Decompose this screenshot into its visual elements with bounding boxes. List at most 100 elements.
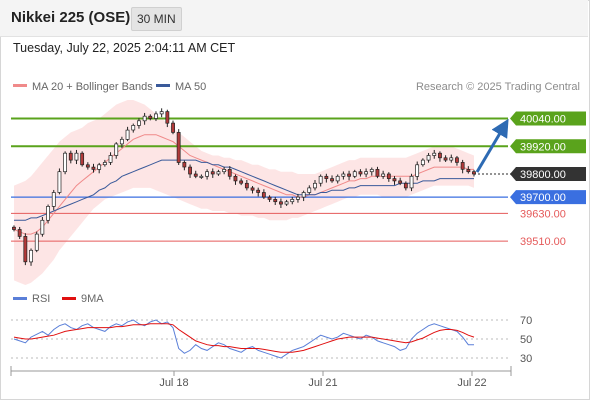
candle <box>256 187 261 197</box>
candle <box>381 170 386 179</box>
candle <box>199 174 204 179</box>
candle <box>108 152 113 165</box>
candle <box>233 174 238 185</box>
candle-body <box>137 120 141 126</box>
candle <box>74 149 79 165</box>
candle-body <box>392 178 397 182</box>
bollinger-band-area <box>14 100 474 285</box>
candle-body <box>108 155 113 163</box>
candle <box>63 151 67 175</box>
x-tick-label: Jul 21 <box>308 377 337 389</box>
candle-body <box>148 115 153 119</box>
candle-body <box>426 155 431 161</box>
timeframe-button[interactable]: 30 MIN <box>131 7 182 31</box>
candle <box>176 129 181 165</box>
candle <box>460 159 465 174</box>
candle-body <box>318 175 323 184</box>
legend-label-ma20: MA 20 + Bollinger Bands <box>32 81 153 93</box>
candle-body <box>455 157 459 163</box>
candle-body <box>267 196 272 200</box>
candle <box>318 174 323 187</box>
legend-swatch-9ma <box>62 297 76 300</box>
legend-label-9ma: 9MA <box>81 293 104 305</box>
candle-body <box>29 249 33 263</box>
candle-body <box>239 180 244 184</box>
level-text: 39630.00 <box>520 208 566 220</box>
candle <box>23 233 28 266</box>
candle-body <box>205 171 209 177</box>
candle-body <box>17 229 22 237</box>
candle <box>159 108 164 118</box>
price-labels-layer: 40040.00 39920.00 39800.00 39700.00 39630.00… <box>510 111 586 248</box>
candle <box>386 172 391 182</box>
candle <box>250 186 255 194</box>
candle-body <box>358 171 363 175</box>
candle <box>91 163 96 173</box>
candle-body <box>432 152 437 156</box>
ma20-line <box>13 134 474 235</box>
level-text: 39920.00 <box>520 141 566 153</box>
ma50-line <box>14 159 474 221</box>
candle-body <box>250 187 255 191</box>
candle <box>46 204 50 224</box>
candle <box>313 180 317 191</box>
candle <box>364 168 368 178</box>
candle-body <box>85 164 90 168</box>
candle-body <box>222 169 227 173</box>
candle <box>205 169 209 180</box>
x-axis: Jul 18 Jul 21 Jul 22 <box>10 366 512 389</box>
legend-swatch-ma20 <box>13 84 27 87</box>
candle <box>34 231 39 253</box>
price-levels-layer <box>11 117 512 242</box>
candle-body <box>171 122 175 133</box>
candle <box>267 195 272 202</box>
candle <box>449 154 454 163</box>
candle <box>284 199 289 206</box>
candle <box>443 155 448 162</box>
candle <box>227 166 232 180</box>
candle-body <box>165 111 170 124</box>
candle-body <box>51 192 56 207</box>
candle <box>415 161 420 181</box>
level-label-support: 39630.00 <box>520 208 566 220</box>
rsi-tick-label: 30 <box>520 353 532 365</box>
candle-body <box>364 171 368 175</box>
candle <box>97 162 102 174</box>
candle-body <box>119 138 124 145</box>
candle-body <box>261 192 266 198</box>
candle <box>358 169 363 177</box>
candle <box>290 196 295 205</box>
chart-header: Nikkei 225 (OSE) 30 MIN <box>0 0 588 37</box>
candle-body <box>460 162 465 170</box>
candle <box>182 160 187 171</box>
candle <box>296 193 300 203</box>
candle <box>466 166 471 174</box>
candle <box>12 225 16 232</box>
candle <box>273 196 278 205</box>
candle <box>409 173 414 192</box>
candle <box>57 168 62 195</box>
legend-label-ma50: MA 50 <box>175 81 206 93</box>
x-tick-label: Jul 22 <box>457 377 486 389</box>
candle-body <box>290 199 295 203</box>
candle <box>119 136 124 148</box>
candle-body <box>352 171 357 177</box>
candle-body <box>57 171 62 193</box>
candle-body <box>438 152 442 159</box>
candle-body <box>63 152 67 173</box>
candle-body <box>159 111 164 115</box>
candle <box>222 166 227 175</box>
legend-swatch-ma50 <box>156 84 170 87</box>
candle <box>455 155 459 166</box>
candle-body <box>114 143 119 156</box>
candle <box>369 167 374 176</box>
candle-body <box>301 192 306 198</box>
candle-body <box>347 173 351 177</box>
candle-body <box>403 182 408 189</box>
candle-body <box>415 164 420 177</box>
instrument-title: Nikkei 225 (OSE) <box>11 9 131 26</box>
candle-body <box>125 129 130 140</box>
level-label-pivot: 39700.00 <box>510 190 586 205</box>
candle <box>29 248 33 266</box>
